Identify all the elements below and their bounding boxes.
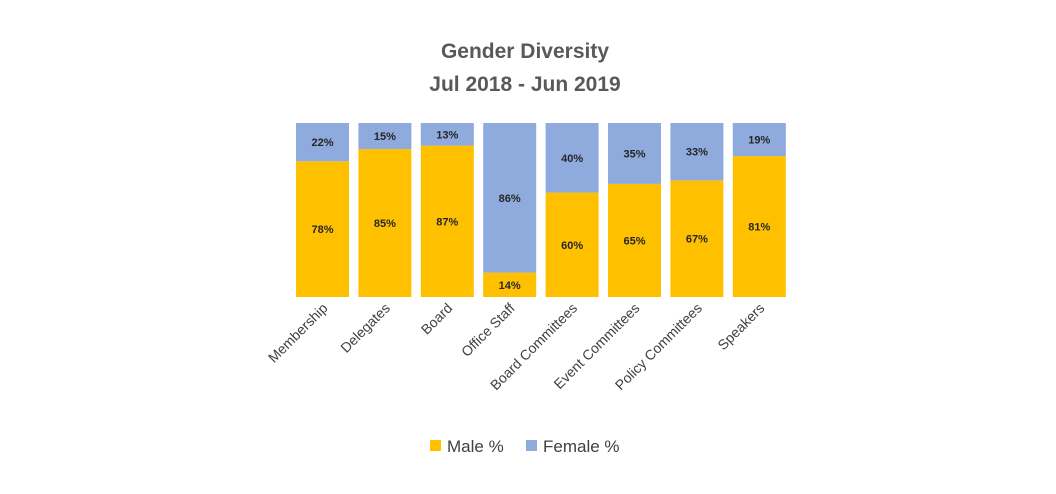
legend-label-male: Male % [447, 437, 504, 456]
data-label-office-staff-female: 86% [499, 193, 521, 205]
bar-event-committees-female [608, 123, 661, 184]
bar-board-committees-female [545, 123, 599, 193]
bar-office-staff-male [483, 272, 537, 297]
legend-swatch-female [526, 440, 537, 451]
legend-swatch-male [430, 440, 441, 451]
bar-speakers-female [732, 123, 786, 157]
chart-title-line-2: Jul 2018 - Jun 2019 [429, 73, 620, 96]
data-label-board-committees-female: 40% [561, 153, 583, 165]
bar-policy-committees-female [670, 123, 724, 181]
bar-speakers-male [732, 156, 786, 297]
tick-label-board: Board [418, 300, 456, 338]
bar-delegates-male [358, 149, 412, 297]
data-label-delegates-female: 15% [374, 131, 396, 143]
bar-delegates-female [358, 123, 412, 150]
bar-event-committees-male [608, 183, 661, 297]
data-label-event-committees-male: 65% [623, 235, 645, 247]
data-label-board-female: 13% [436, 129, 458, 141]
tick-label-office-staff: Office Staff [458, 300, 518, 360]
data-label-policy-committees-female: 33% [686, 147, 708, 159]
legend: Male % Female % [430, 437, 620, 456]
bars-group: 78% 22% 85% 15% 87% 13% 14% 86% 60% 40% 65% 35% 67% 3… [296, 123, 786, 297]
chart-title-line-1: Gender Diversity [441, 40, 609, 63]
tick-label-delegates: Delegates [337, 300, 393, 356]
data-label-speakers-female: 19% [748, 135, 770, 147]
data-label-event-committees-female: 35% [623, 148, 645, 160]
data-label-membership-male: 78% [311, 224, 333, 236]
data-label-policy-committees-male: 67% [686, 234, 708, 246]
bar-board-female [420, 123, 474, 146]
bar-office-staff-female [483, 123, 537, 273]
legend-label-female: Female % [543, 437, 620, 456]
tick-label-membership: Membership [265, 300, 331, 366]
bar-membership-female [296, 123, 349, 162]
bar-board-male [420, 145, 474, 297]
tick-label-speakers: Speakers [714, 300, 767, 353]
data-label-speakers-male: 81% [748, 222, 770, 234]
bar-board-committees-male [545, 192, 599, 297]
data-label-office-staff-male: 14% [499, 280, 521, 292]
bar-policy-committees-male [670, 180, 724, 297]
x-axis-tick-labels: Membership Delegates Board Office StaffBoar… [265, 300, 768, 393]
data-label-membership-female: 22% [311, 137, 333, 149]
data-label-board-committees-male: 60% [561, 240, 583, 252]
bar-membership-male [296, 161, 349, 297]
data-label-board-male: 87% [436, 216, 458, 228]
data-label-delegates-male: 85% [374, 218, 396, 230]
